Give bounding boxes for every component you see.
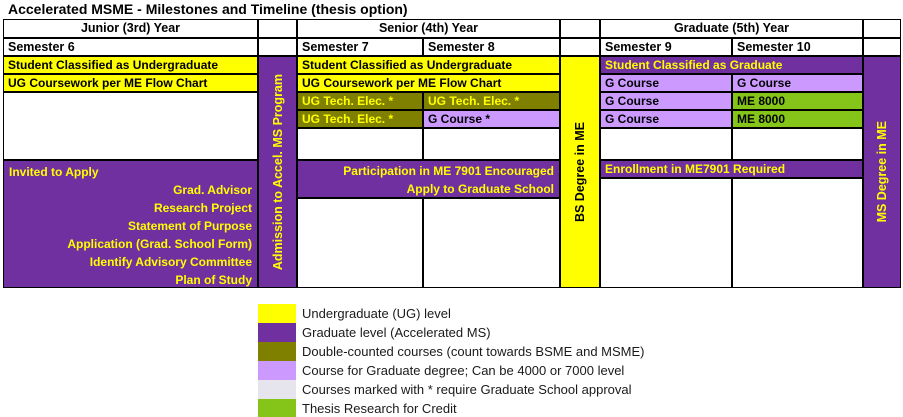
sem10-course-cell: ME 8000	[732, 92, 863, 110]
milestone-item: Participation in ME 7901 Encouraged	[343, 164, 554, 178]
semester-header-6: Semester 6	[3, 38, 258, 56]
sem9-course-cell: G Course	[600, 74, 732, 92]
sem9-empty-cell	[600, 178, 732, 288]
sem8-course-cell: UG Tech. Elec. *	[423, 92, 560, 110]
vertical-bar-ms-degree: MS Degree in ME	[863, 56, 901, 288]
legend-swatch	[258, 304, 296, 323]
sem7-empty-cell	[297, 128, 423, 160]
graduate-milestone-row: Enrollment in ME7901 Required	[600, 160, 863, 178]
spacer-cell	[258, 38, 297, 56]
spacer-cell	[258, 19, 297, 38]
senior-status-coursework: UG Coursework per ME Flow Chart	[297, 74, 560, 92]
junior-milestones-block: Invited to Apply Grad. Advisor Research …	[3, 160, 258, 288]
sem10-course-cell: G Course	[732, 74, 863, 92]
sem9-empty-cell	[600, 128, 732, 160]
sem8-empty-cell	[423, 128, 560, 160]
legend-label: Course for Graduate degree; Can be 4000 …	[302, 363, 625, 378]
legend-swatch	[258, 380, 296, 399]
year-header-senior: Senior (4th) Year	[297, 19, 560, 38]
sem7-empty-cell	[297, 198, 423, 288]
sem7-course-cell: UG Tech. Elec. *	[297, 92, 423, 110]
legend-swatch	[258, 323, 296, 342]
sem9-course-cell: G Course	[600, 110, 732, 128]
milestone-item: Identify Advisory Committee	[89, 255, 252, 269]
page-title: Accelerated MSME - Milestones and Timeli…	[8, 1, 408, 17]
semester-header-7: Semester 7	[297, 38, 423, 56]
legend-label: Courses marked with * require Graduate S…	[302, 382, 632, 397]
legend-label: Thesis Research for Credit	[302, 401, 457, 416]
junior-status-undergraduate: Student Classified as Undergraduate	[3, 56, 258, 74]
legend-label: Graduate level (Accelerated MS)	[302, 325, 491, 340]
milestone-item: Statement of Purpose	[127, 219, 252, 233]
graduate-status-row: Student Classified as Graduate	[600, 56, 863, 74]
sem10-empty-cell	[732, 178, 863, 288]
spacer-cell	[560, 38, 600, 56]
junior-status-coursework: UG Coursework per ME Flow Chart	[3, 74, 258, 92]
sem7-course-cell: UG Tech. Elec. *	[297, 110, 423, 128]
senior-status-undergraduate: Student Classified as Undergraduate	[297, 56, 560, 74]
semester-header-8: Semester 8	[423, 38, 560, 56]
year-header-junior: Junior (3rd) Year	[3, 19, 258, 38]
semester-header-10: Semester 10	[732, 38, 863, 56]
vertical-bar-admission: Admission to Accel. MS Program	[258, 56, 297, 288]
legend-label: Double-counted courses (count towards BS…	[302, 344, 645, 359]
milestone-item: Research Project	[153, 201, 252, 215]
sem8-empty-cell	[423, 198, 560, 288]
milestone-item: Plan of Study	[175, 273, 252, 287]
senior-milestones-block: Participation in ME 7901 Encouraged Appl…	[297, 160, 560, 198]
spacer-cell	[560, 19, 600, 38]
legend-swatch	[258, 361, 296, 380]
legend-label: Undergraduate (UG) level	[302, 306, 451, 321]
spacer-cell	[863, 38, 901, 56]
milestone-item: Apply to Graduate School	[406, 182, 554, 196]
sem9-course-cell: G Course	[600, 92, 732, 110]
milestone-item: Application (Grad. School Form)	[67, 237, 252, 251]
milestone-item: Invited to Apply	[9, 165, 99, 179]
junior-empty-cell	[3, 92, 258, 160]
sem10-course-cell: ME 8000	[732, 110, 863, 128]
vertical-bar-bs-degree: BS Degree in ME	[560, 56, 600, 288]
legend-swatch	[258, 399, 296, 417]
legend-swatch	[258, 342, 296, 361]
sem8-course-cell: G Course *	[423, 110, 560, 128]
spacer-cell	[863, 19, 901, 38]
year-header-graduate: Graduate (5th) Year	[600, 19, 863, 38]
semester-header-9: Semester 9	[600, 38, 732, 56]
sem10-empty-cell	[732, 128, 863, 160]
milestone-item: Grad. Advisor	[173, 183, 252, 197]
